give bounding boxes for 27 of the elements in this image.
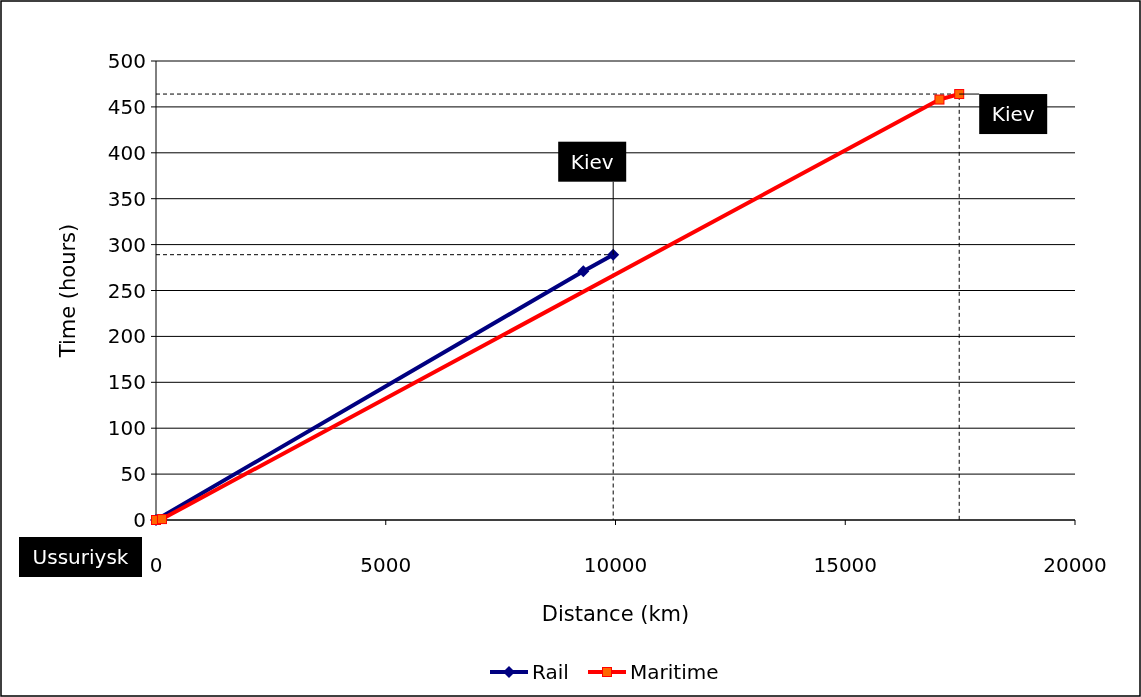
y-tick-label: 500 — [107, 49, 146, 73]
point — [607, 248, 620, 261]
legend-label: Rail — [532, 660, 569, 684]
point — [577, 265, 590, 278]
y-tick-label: 350 — [107, 186, 146, 211]
y-tick-label: 100 — [107, 416, 146, 441]
y-tick-label: 400 — [107, 140, 146, 165]
x-axis-title: Distance (km) — [541, 602, 690, 626]
annotation: Kiev — [991, 102, 1035, 127]
point — [156, 514, 167, 525]
y-tick-label: 50 — [120, 462, 146, 487]
x-tick-label: 20000 — [1043, 553, 1107, 577]
x-tick-label: 0 — [149, 553, 163, 577]
point — [934, 94, 945, 105]
y-tick-label: 200 — [107, 324, 146, 349]
y-tick-label: 150 — [107, 370, 146, 395]
annotation: Kiev — [570, 149, 614, 174]
annotation: Ussuriysk — [32, 545, 129, 569]
y-tick-label: 250 — [107, 278, 146, 303]
y-axis-title: Time (hours) — [56, 223, 80, 359]
legend-label: Maritime — [630, 660, 719, 684]
x-tick-label: 10000 — [583, 553, 648, 577]
y-tick-label: 300 — [107, 232, 146, 257]
y-tick-label: 450 — [107, 94, 146, 119]
y-tick-label: 0 — [133, 508, 146, 532]
x-tick-label: 5000 — [360, 553, 412, 577]
x-tick-label: 15000 — [813, 553, 878, 577]
